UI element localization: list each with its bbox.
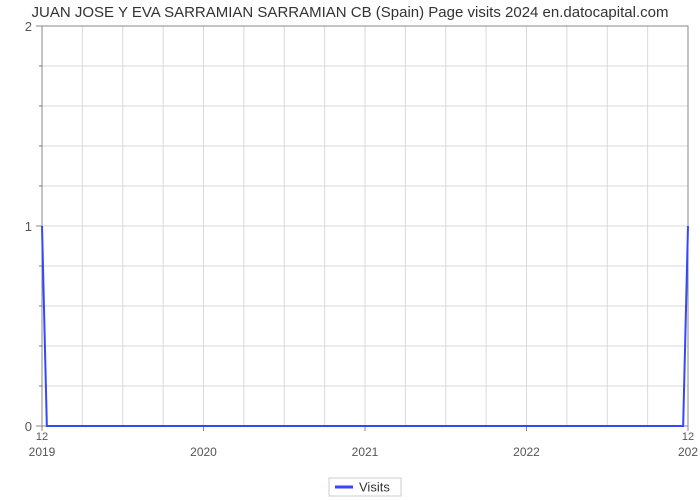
- x-tick-label: 2022: [513, 445, 540, 459]
- legend-label: Visits: [359, 479, 390, 494]
- x-tick-label: 2019: [29, 445, 56, 459]
- x-tick-label: 2020: [190, 445, 217, 459]
- y-tick-label: 0: [25, 419, 32, 434]
- chart-svg: 01212122019202020212022202Visits: [0, 0, 700, 500]
- chart-root: JUAN JOSE Y EVA SARRAMIAN SARRAMIAN CB (…: [0, 0, 700, 500]
- x-tick-label: 2021: [352, 445, 379, 459]
- x-secondary-label: 12: [36, 431, 48, 443]
- y-tick-label: 1: [25, 219, 32, 234]
- x-tick-label: 202: [678, 445, 698, 459]
- y-tick-label: 2: [25, 19, 32, 34]
- x-secondary-label: 12: [682, 431, 694, 443]
